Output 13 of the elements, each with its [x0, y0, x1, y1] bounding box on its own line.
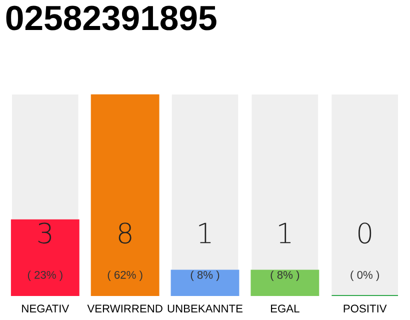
bar: [250, 270, 320, 296]
data-label: 1 ( 8% ): [270, 222, 300, 282]
data-label: 3 ( 23% ): [28, 222, 62, 282]
chart-title: 02582391895: [6, 6, 216, 30]
x-tick-label: VERWIRREND: [87, 304, 162, 312]
x-tick-label: EGAL: [271, 304, 300, 312]
bar: [170, 270, 240, 296]
data-label: 8 ( 62% ): [108, 222, 142, 282]
x-tick-label: POSITIV: [344, 304, 387, 312]
data-label: 0 ( 0% ): [350, 222, 379, 282]
x-tick-label: NEGATIV: [22, 304, 70, 312]
x-tick-label: UNBEKANNTE: [168, 304, 242, 312]
data-label: 1 ( 8% ): [190, 222, 220, 282]
